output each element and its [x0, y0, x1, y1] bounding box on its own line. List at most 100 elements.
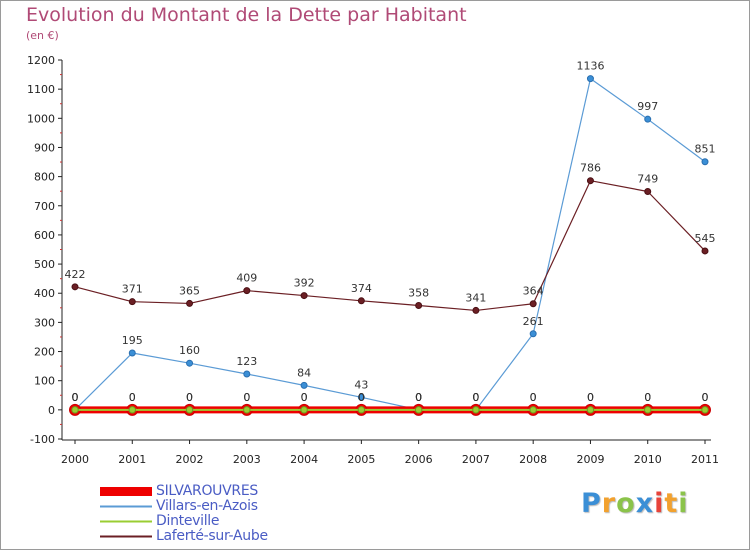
x-tick-label: 2003: [233, 453, 261, 466]
y-tick-label: 1000: [27, 112, 55, 125]
legend-swatch-villars: [100, 505, 152, 508]
legend-label-silvarouvres: SILVAROUVRES: [156, 483, 258, 499]
x-tick-label: 2005: [347, 453, 375, 466]
data-label: 365: [179, 284, 200, 297]
y-tick-label: 1100: [27, 83, 55, 96]
legend-label-dinteville: Dinteville: [156, 513, 220, 529]
data-label: 0: [358, 391, 365, 404]
y-tick-label: 200: [34, 346, 55, 359]
logo-letter: r: [601, 488, 617, 519]
x-tick-label: 2004: [290, 453, 318, 466]
data-point: [300, 292, 308, 300]
data-point: [644, 406, 652, 414]
x-tick-label: 2000: [61, 453, 89, 466]
data-label: 0: [358, 391, 365, 404]
x-tick-label: 2010: [634, 453, 662, 466]
data-point: [357, 297, 365, 305]
y-tick-label: 700: [34, 200, 55, 213]
data-label: 0: [301, 391, 308, 404]
data-point: [185, 406, 194, 414]
data-label: 374: [351, 282, 372, 295]
legend-swatch-laferte: [100, 535, 152, 538]
data-point: [529, 300, 537, 308]
data-point: [644, 187, 652, 195]
y-tick-label: 100: [34, 375, 55, 388]
series-line-3: [74, 180, 706, 312]
legend-swatch-silvarouvres: [100, 487, 152, 496]
legend-label-laferte: Laferté-sur-Aube: [156, 528, 268, 544]
data-point: [186, 359, 194, 367]
legend-swatch-dinteville: [100, 520, 152, 523]
data-label: 0: [644, 391, 651, 404]
page-title: Evolution du Montant de la Dette par Hab…: [26, 4, 467, 26]
data-label: 392: [294, 277, 315, 290]
x-tick-label: 2006: [405, 453, 433, 466]
data-label: 261: [523, 315, 544, 328]
data-label: 0: [72, 391, 79, 404]
data-label: 0: [243, 391, 250, 404]
y-tick-label: 500: [34, 258, 55, 271]
unit-label: (en €): [26, 29, 59, 42]
y-tick-label: 800: [34, 171, 55, 184]
logo-letter: i: [678, 488, 689, 519]
x-tick-label: 2008: [519, 453, 547, 466]
data-point: [300, 406, 308, 414]
y-tick-label: -100: [30, 433, 55, 446]
data-label: 0: [129, 391, 136, 404]
data-label: 0: [702, 391, 709, 404]
data-label: 0: [186, 391, 193, 404]
data-label: 545: [695, 232, 716, 245]
data-label: 43: [354, 378, 368, 391]
data-label: 371: [122, 283, 143, 296]
data-point: [357, 406, 366, 414]
data-label: 1136: [576, 60, 604, 73]
y-tick-label: 600: [34, 229, 55, 242]
data-point: [701, 247, 709, 255]
data-point: [243, 370, 251, 378]
data-label: 409: [236, 272, 257, 285]
data-label: 0: [72, 391, 79, 404]
data-point: [71, 283, 79, 291]
data-point: [243, 287, 251, 295]
data-point: [586, 406, 595, 414]
data-label: 358: [408, 286, 429, 299]
data-label: 0: [644, 391, 651, 404]
data-label: 422: [65, 268, 86, 281]
data-point: [71, 406, 79, 414]
data-point: [128, 349, 136, 357]
line-chart: -100 0 100 2003 0 0 400 500 600 700 800 900 1000 1100…: [27, 54, 719, 466]
data-point: [586, 177, 594, 185]
data-label: 0: [243, 391, 250, 404]
data-label: 341: [465, 291, 486, 304]
y-tick-label: 1200: [27, 54, 55, 67]
data-label: 851: [695, 143, 716, 156]
proxiti-logo: Proxiti: [581, 488, 689, 519]
data-point: [128, 298, 136, 306]
y-tick-label: 0: [48, 404, 55, 417]
x-tick-label: 2009: [576, 453, 604, 466]
x-tick-label: 2011: [691, 453, 719, 466]
y-tick-label: 400: [34, 287, 55, 300]
data-point: [300, 381, 308, 389]
data-point: [701, 406, 709, 414]
data-point: [472, 306, 480, 314]
data-label: 195: [122, 334, 143, 347]
data-point: [186, 299, 194, 307]
data-label: 0: [415, 391, 422, 404]
legend-label-villars: Villars-en-Azois: [156, 498, 258, 514]
data-label: 0: [530, 391, 537, 404]
logo-letter: P: [581, 488, 602, 519]
data-point: [472, 406, 480, 414]
data-label: 0: [702, 391, 709, 404]
data-label: 0: [415, 391, 422, 404]
data-label: 0: [472, 391, 479, 404]
y-tick-label: 900: [34, 141, 55, 154]
series-line-1: [74, 78, 706, 411]
data-label: 160: [179, 344, 200, 357]
data-point: [128, 406, 136, 414]
data-label: 123: [236, 355, 257, 368]
data-label: 0: [472, 391, 479, 404]
data-label: 0: [415, 391, 422, 404]
x-tick-label: 2007: [462, 453, 490, 466]
